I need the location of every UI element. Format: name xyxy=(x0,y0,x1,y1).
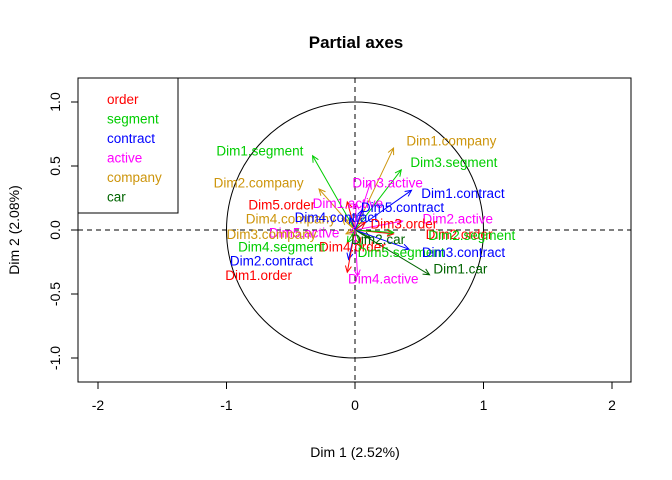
vector-arrowhead xyxy=(346,235,354,244)
y-axis-label: Dim 2 (2.08%) xyxy=(6,185,22,274)
vector-arrowhead xyxy=(404,189,413,197)
vector-arrow xyxy=(354,229,362,249)
vector-arrow xyxy=(354,229,359,277)
reference-lines xyxy=(78,78,631,382)
vector-arrow xyxy=(312,155,356,231)
vector-arrowhead xyxy=(386,229,395,237)
vector-arrow xyxy=(354,229,410,250)
vector-arrowhead xyxy=(395,218,404,226)
vector-label: Dim5.contract xyxy=(361,200,445,215)
vector-label: Dim4.segment xyxy=(238,240,325,255)
vector-arrowhead xyxy=(353,269,361,278)
vector-arrow xyxy=(346,229,356,273)
legend-entry: contract xyxy=(107,131,155,146)
vector-arrow xyxy=(346,201,356,231)
vector-label: Dim3.order xyxy=(370,217,437,232)
vector-arrowhead xyxy=(312,154,319,163)
vector-label: Dim2.active xyxy=(423,211,494,226)
vector-arrowhead xyxy=(345,200,353,209)
vector-label: Dim4.company xyxy=(246,211,336,226)
y-tick-label: 0.0 xyxy=(47,220,63,240)
vector-label: Dim3.active xyxy=(352,176,423,191)
vector-arrowhead xyxy=(348,216,356,225)
y-tick-label: 0.5 xyxy=(47,156,63,176)
vector-arrow xyxy=(354,169,402,231)
y-tick-label: 1.0 xyxy=(47,92,63,112)
vector-arrowhead xyxy=(358,221,367,229)
x-tick-label: 1 xyxy=(480,397,488,413)
vector-arrow xyxy=(354,221,366,231)
vector-arrowhead xyxy=(346,252,354,261)
vector-label: Dim2.order xyxy=(426,227,493,242)
vector-label: Dim3.segment xyxy=(410,155,497,170)
vector-arrow xyxy=(354,229,394,234)
legend: order segment contract active company car xyxy=(77,77,179,214)
vector-arrowhead xyxy=(341,217,350,226)
vector-arrowhead xyxy=(386,228,395,236)
vector-arrowhead xyxy=(344,265,352,274)
vector-arrowhead xyxy=(352,201,360,210)
x-axis-label: Dim 1 (2.52%) xyxy=(310,444,399,460)
vector-label: Dim5.segment xyxy=(358,245,445,260)
vector-label: Dim1.order xyxy=(225,268,292,283)
x-tick-label: 2 xyxy=(608,397,616,413)
y-tick-label: -0.5 xyxy=(47,282,63,306)
vector-label: Dim5.active xyxy=(269,226,340,241)
vector-arrow xyxy=(349,217,356,231)
vector-arrowhead xyxy=(387,147,395,156)
vector-arrowhead xyxy=(344,228,354,235)
vector-label: Dim4.active xyxy=(348,272,419,287)
vector-arrow xyxy=(354,220,403,231)
vector-label: Dim2.contract xyxy=(230,254,314,269)
vector-label: Dim2.company xyxy=(214,176,304,191)
chart-title: Partial axes xyxy=(309,33,404,52)
legend-box xyxy=(77,77,179,214)
vector-arrowhead xyxy=(357,208,364,217)
y-axis: -1.0 -0.5 0.0 0.5 1.0 xyxy=(47,92,79,370)
vector-label: Dim1.company xyxy=(406,133,496,148)
vector-arrow xyxy=(354,147,395,231)
vector-label: Dim1.car xyxy=(433,261,488,276)
legend-entry: order xyxy=(107,92,139,107)
vector-label: Dim1.contract xyxy=(421,186,505,201)
vector-arrow xyxy=(345,229,356,235)
vector-arrow xyxy=(354,203,357,231)
unit-circle xyxy=(226,101,484,359)
x-axis: -2 -1 0 1 2 xyxy=(92,381,616,413)
vector-label: Dim1.active xyxy=(313,196,384,211)
vector-arrow xyxy=(354,229,430,276)
vector-arrowhead xyxy=(422,268,431,276)
vector-label: Dim4.contract xyxy=(295,210,379,225)
vector-label: Dim2.segment xyxy=(428,228,515,243)
vector-arrowhead xyxy=(356,240,363,250)
vector-arrowhead xyxy=(401,243,411,251)
legend-entry: active xyxy=(107,151,142,166)
vector-arrowhead xyxy=(318,188,326,196)
vector-label: Dim3.contract xyxy=(422,245,506,260)
legend-entry: car xyxy=(107,190,126,205)
vector-labels: Dim1.company Dim1.segment Dim3.segment Dim2… xyxy=(214,133,516,286)
x-tick-label: 0 xyxy=(351,397,359,413)
vector-arrows xyxy=(312,147,431,278)
vector-label: Dim5.order xyxy=(248,197,315,212)
vector-label: Dim4.order xyxy=(319,240,386,255)
vector-arrow xyxy=(346,229,356,244)
legend-entry: company xyxy=(107,170,162,185)
x-tick-label: -1 xyxy=(220,397,233,413)
y-tick-label: -1.0 xyxy=(47,346,63,370)
vector-label: Dim1.segment xyxy=(216,144,303,159)
vector-label: Dim2.car xyxy=(351,232,406,247)
vector-arrowhead xyxy=(394,168,402,177)
vector-arrow xyxy=(354,209,364,231)
legend-entry: segment xyxy=(107,112,159,127)
x-tick-label: -2 xyxy=(92,397,105,413)
vector-label: Dim3.company xyxy=(227,227,317,242)
vector-arrowhead xyxy=(365,181,372,190)
